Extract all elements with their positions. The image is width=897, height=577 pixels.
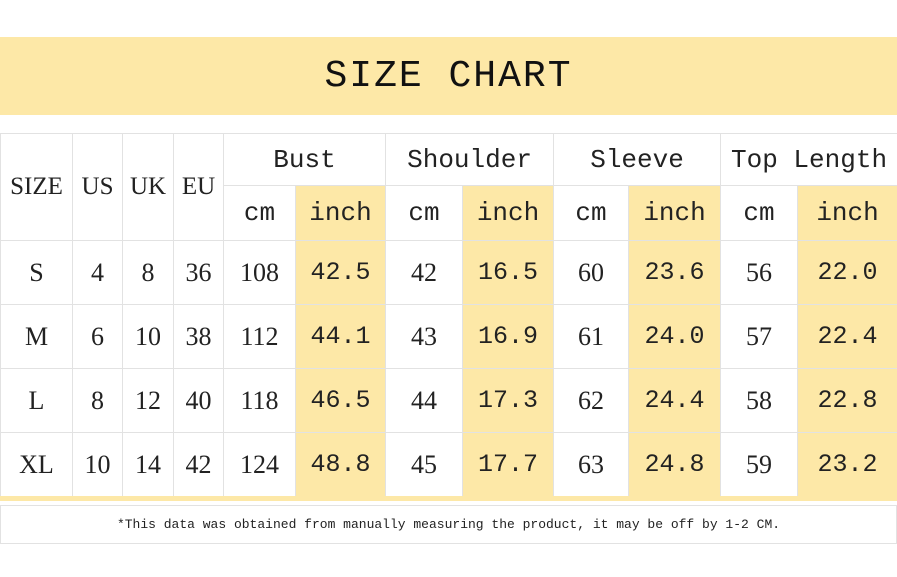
data-cell: 10	[122, 304, 174, 369]
group-header: Shoulder	[385, 133, 555, 186]
data-cell: 108	[223, 240, 296, 305]
unit-header: cm	[720, 185, 799, 241]
data-cell: 23.6	[628, 240, 722, 305]
data-cell: 17.7	[462, 432, 555, 497]
data-cell: 6	[72, 304, 123, 369]
data-cell: 60	[553, 240, 630, 305]
group-header: Sleeve	[553, 133, 722, 186]
data-cell: 58	[720, 368, 799, 433]
data-cell: 36	[173, 240, 224, 305]
data-cell: 56	[720, 240, 799, 305]
data-cell: 8	[72, 368, 123, 433]
unit-header: inch	[462, 185, 555, 241]
data-cell: M	[0, 304, 73, 369]
header-cell: US	[72, 133, 123, 241]
data-cell: 14	[122, 432, 174, 497]
divider	[0, 496, 897, 501]
data-cell: 16.9	[462, 304, 555, 369]
unit-header: cm	[553, 185, 630, 241]
data-cell: 22.8	[797, 368, 897, 433]
data-cell: 22.4	[797, 304, 897, 369]
header-cell: EU	[173, 133, 224, 241]
unit-header: inch	[294, 185, 387, 241]
title: SIZE CHART	[0, 37, 897, 115]
table-row: XL 10 14 42 124 48.8 45 17.7 63 24.8 59 23.2	[0, 432, 897, 497]
data-cell: 42	[385, 240, 464, 305]
data-cell: 8	[122, 240, 174, 305]
group-header: Top Length	[720, 133, 897, 186]
data-cell: 43	[385, 304, 464, 369]
data-cell: 45	[385, 432, 464, 497]
data-cell: 61	[553, 304, 630, 369]
table-row: cm inch cm inch cm inch cm inch	[1, 185, 897, 241]
data-cell: 4	[72, 240, 123, 305]
data-cell: 118	[223, 368, 296, 433]
data-cell: 42.5	[294, 240, 387, 305]
unit-header: inch	[797, 185, 897, 241]
data-cell: 40	[173, 368, 224, 433]
data-cell: 12	[122, 368, 174, 433]
data-cell: 46.5	[294, 368, 387, 433]
group-header: Bust	[222, 133, 387, 186]
data-cell: 24.8	[628, 432, 722, 497]
unit-header: inch	[628, 185, 722, 241]
data-cell: 23.2	[797, 432, 897, 497]
data-cell: 44.1	[294, 304, 387, 369]
data-cell: 112	[223, 304, 296, 369]
unit-header: cm	[223, 185, 296, 241]
data-cell: 48.8	[294, 432, 387, 497]
data-cell: 22.0	[797, 240, 897, 305]
data-cell: 16.5	[462, 240, 555, 305]
table-row: S 4 8 36 108 42.5 42 16.5 60 23.6 56 22.0	[0, 240, 897, 305]
data-cell: 63	[553, 432, 630, 497]
data-cell: 17.3	[462, 368, 555, 433]
data-cell: 44	[385, 368, 464, 433]
unit-header: cm	[385, 185, 464, 241]
data-cell: 124	[223, 432, 296, 497]
table-row: L 8 12 40 118 46.5 44 17.3 62 24.4 58 22.8	[0, 368, 897, 433]
data-cell: 59	[720, 432, 799, 497]
data-cell: S	[0, 240, 73, 305]
data-cell: 62	[553, 368, 630, 433]
data-cell: XL	[0, 432, 73, 497]
data-cell: 57	[720, 304, 799, 369]
size-table: SIZE US UK EU Bust Shoulder Sleeve Top Length cm…	[0, 133, 897, 497]
data-cell: 42	[173, 432, 224, 497]
table-row: M 6 10 38 112 44.1 43 16.9 61 24.0 57 22.4	[0, 304, 897, 369]
header-cell: UK	[122, 133, 174, 241]
header-cell: SIZE	[0, 133, 73, 241]
data-cell: 10	[72, 432, 123, 497]
footnote: *This data was obtained from manually me…	[0, 505, 897, 544]
table-row: SIZE US UK EU Bust Shoulder Sleeve Top Length	[0, 133, 897, 241]
data-cell: 38	[173, 304, 224, 369]
data-cell: 24.0	[628, 304, 722, 369]
data-cell: L	[0, 368, 73, 433]
data-cell: 24.4	[628, 368, 722, 433]
